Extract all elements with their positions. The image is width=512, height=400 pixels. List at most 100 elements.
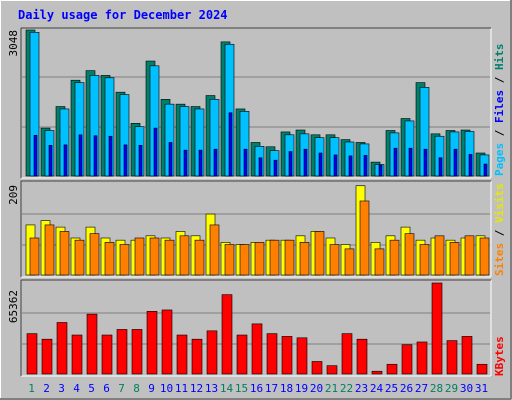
x-tick-label: 1 bbox=[28, 382, 35, 395]
pages-bar bbox=[303, 148, 308, 177]
pages-bar bbox=[198, 149, 203, 177]
x-tick-label: 9 bbox=[148, 382, 155, 395]
kbytes-bar bbox=[266, 333, 278, 375]
pages-bar bbox=[348, 155, 353, 177]
sites-bar bbox=[179, 235, 190, 276]
pages-bar bbox=[423, 148, 428, 177]
sites-bar bbox=[299, 242, 310, 276]
x-tick-label: 23 bbox=[355, 382, 368, 395]
sites-bar bbox=[134, 237, 145, 276]
pages-bar bbox=[213, 148, 218, 177]
pages-bar bbox=[258, 157, 263, 177]
pages-bar bbox=[378, 164, 383, 177]
pages-bar bbox=[288, 151, 293, 177]
x-tick-label: 8 bbox=[133, 382, 140, 395]
pages-bar bbox=[468, 154, 473, 177]
kbytes-bar bbox=[221, 294, 233, 375]
kbytes-bar bbox=[446, 340, 458, 375]
x-tick-label: 26 bbox=[400, 382, 413, 395]
hits-legend: Pages / Files / Hits bbox=[493, 44, 506, 177]
sites-bar bbox=[209, 224, 220, 276]
pages-bar bbox=[438, 157, 443, 177]
kbytes-bar bbox=[236, 334, 248, 375]
sites-bar bbox=[329, 244, 340, 276]
pages-bar bbox=[33, 134, 38, 177]
sites-bar bbox=[74, 239, 85, 276]
x-tick-label: 27 bbox=[415, 382, 428, 395]
sites-bar bbox=[374, 248, 385, 276]
sites-bar bbox=[104, 242, 115, 276]
pages-bar bbox=[93, 135, 98, 177]
kbytes-bar bbox=[461, 336, 473, 375]
legend-pages: Pages bbox=[493, 143, 506, 176]
x-tick-label: 29 bbox=[445, 382, 458, 395]
x-tick-label: 7 bbox=[118, 382, 125, 395]
sites-bar bbox=[449, 242, 460, 276]
kbytes-bar bbox=[176, 334, 188, 375]
visits-max-label: 209 bbox=[7, 185, 20, 205]
sites-bar bbox=[89, 233, 100, 276]
kbytes-bar bbox=[296, 337, 308, 375]
x-tick-label: 31 bbox=[475, 382, 488, 395]
x-tick-label: 24 bbox=[370, 382, 384, 395]
pages-bar bbox=[333, 154, 338, 177]
pages-bar bbox=[363, 155, 368, 177]
pages-bar bbox=[183, 149, 188, 177]
kbytes-bar bbox=[401, 344, 413, 375]
pages-bar bbox=[273, 159, 278, 177]
pages-bar bbox=[78, 134, 83, 177]
sites-bar bbox=[464, 235, 475, 276]
x-tick-label: 20 bbox=[310, 382, 323, 395]
kbytes-bar bbox=[356, 338, 368, 375]
pages-bar bbox=[408, 147, 413, 177]
x-tick-label: 10 bbox=[160, 382, 173, 395]
kbytes-bar bbox=[386, 363, 398, 375]
sites-bar bbox=[59, 231, 70, 276]
pages-bar bbox=[138, 145, 143, 177]
kbytes-bar bbox=[56, 322, 68, 375]
legend-hits: Hits bbox=[493, 44, 506, 71]
legend-sites: Sites bbox=[493, 243, 506, 276]
pages-bar bbox=[483, 163, 488, 177]
kbytes-max-label: 65362 bbox=[7, 290, 20, 323]
legend-files: Files bbox=[493, 90, 506, 123]
kbytes-bar bbox=[431, 282, 443, 375]
legend-separator: / bbox=[493, 123, 506, 143]
x-tick-label: 12 bbox=[190, 382, 203, 395]
sites-bar bbox=[434, 235, 445, 276]
x-tick-label: 25 bbox=[385, 382, 398, 395]
pages-bar bbox=[393, 147, 398, 177]
x-tick-label: 17 bbox=[265, 382, 278, 395]
sites-bar bbox=[29, 237, 40, 276]
x-tick-label: 5 bbox=[88, 382, 95, 395]
kbytes-bar bbox=[416, 341, 428, 375]
kbytes-bar bbox=[161, 309, 173, 375]
sites-bar bbox=[479, 237, 490, 276]
sites-bar bbox=[44, 224, 55, 276]
kbytes-bar bbox=[26, 333, 38, 375]
sites-bar bbox=[419, 244, 430, 276]
kbytes-bar bbox=[371, 370, 383, 375]
kbytes-bar bbox=[206, 330, 218, 375]
pages-bar bbox=[153, 127, 158, 177]
pages-bar bbox=[108, 135, 113, 177]
x-tick-label: 16 bbox=[250, 382, 263, 395]
kbytes-bar bbox=[251, 323, 263, 375]
hits-max-label: 3048 bbox=[7, 30, 20, 57]
sites-bar bbox=[119, 244, 130, 276]
chart-marks bbox=[22, 29, 490, 375]
x-tick-label: 15 bbox=[235, 382, 248, 395]
pages-bar bbox=[168, 142, 173, 177]
pages-bar bbox=[63, 144, 68, 177]
legend-separator: / bbox=[493, 223, 506, 243]
chart-title: Daily usage for December 2024 bbox=[18, 8, 228, 22]
kbytes-bar bbox=[341, 333, 353, 375]
kbytes-bar bbox=[326, 365, 338, 375]
x-tick-label: 22 bbox=[340, 382, 353, 395]
sites-bar bbox=[149, 237, 160, 276]
sites-bar bbox=[194, 239, 205, 276]
x-tick-label: 21 bbox=[325, 382, 338, 395]
sites-bar bbox=[239, 244, 250, 276]
x-tick-label: 14 bbox=[220, 382, 234, 395]
